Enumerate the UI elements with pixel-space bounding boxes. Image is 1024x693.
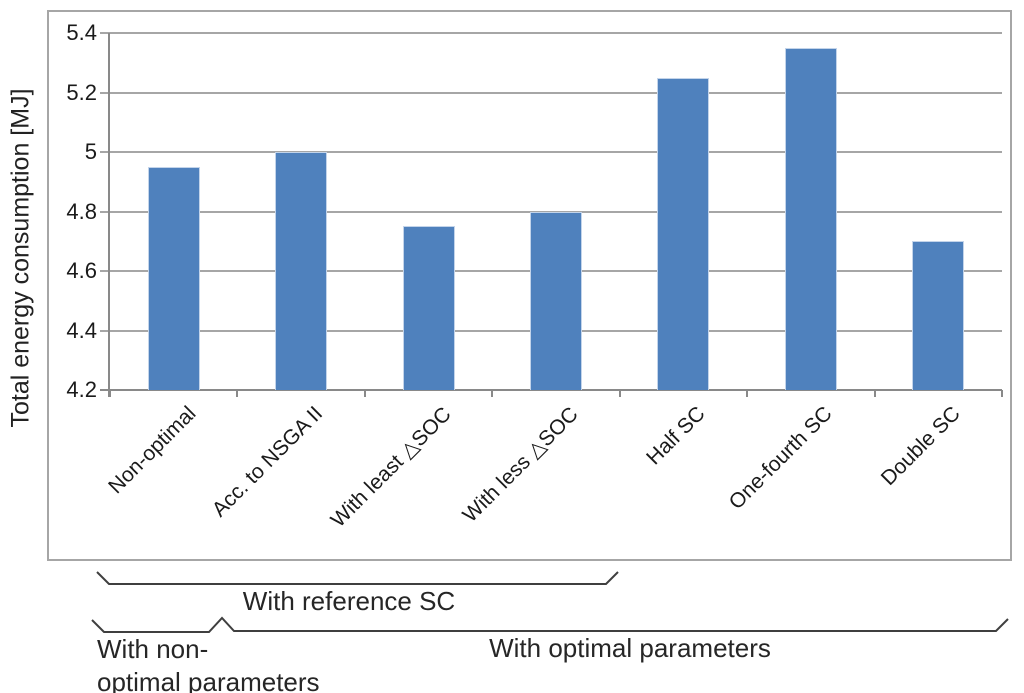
y-tick-label-4.6: 4.6 [66,258,97,283]
y-tick-label-4.8: 4.8 [66,198,97,224]
plot-area: Non-optimal Acc. to NSGA II With least △SO… [100,32,1003,532]
gridline-5.4 [100,32,1002,34]
x-axis-tick [746,390,749,397]
x-axis-tick [491,390,494,397]
bar-non-optimal [147,166,200,390]
reference-sc-label: With reference SC [242,586,456,616]
y-tick-label-5: 5 [84,139,97,164]
x-axis-tick [236,390,239,397]
y-tick-label-5.4: 5.4 [66,20,97,45]
y-tick-label-5.2: 5.2 [66,79,97,105]
non-optimal-parameters-line2: optimal parameters [97,667,320,693]
brace-with-reference-sc [96,571,619,585]
non-optimal-parameters-label: With non- optimal parameters [97,633,320,693]
bar-half-sc [657,77,710,390]
gridline-5 [100,151,1002,153]
x-axis-line [100,389,1002,391]
y-tick-label-4.2: 4.2 [66,377,97,402]
bar-double-sc [912,241,965,390]
x-axis-tick [363,390,366,397]
brace-parameter-groups [91,616,1009,633]
x-axis-tick [618,390,621,397]
y-axis-title: Total energy consumption [MJ] [6,88,35,428]
bar-one-fourth-sc [784,47,837,390]
gridline-5.2 [100,91,1002,94]
y-tick-label-4.4: 4.4 [66,317,97,343]
x-axis-tick [1001,390,1003,397]
chart-border [47,10,1012,561]
bar-acc-to-nsga-ii [275,152,328,390]
optimal-parameters-label: With optimal parameters [489,633,771,663]
bar-with-less-soc [530,211,582,390]
x-axis-tick [109,390,111,397]
non-optimal-parameters-line1: With non- [97,634,209,664]
bar-with-least-soc [402,226,455,390]
x-axis-tick [873,390,876,397]
y-axis-line [108,33,110,397]
